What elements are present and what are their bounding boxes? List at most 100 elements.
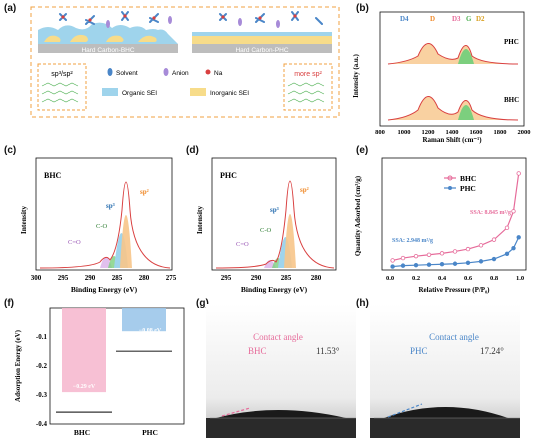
e-point-phc-3	[426, 262, 432, 267]
left-substrate-title: Hard Carbon-BHC	[81, 47, 134, 54]
d-xtick-295: 295	[221, 274, 232, 282]
e-point-bhc-3	[426, 252, 432, 257]
right-substrate-title: Hard Carbon-PHC	[235, 47, 288, 54]
d-sample: PHC	[220, 171, 237, 180]
b-peak-d4: D4	[400, 15, 409, 23]
e-xtick-0: 0.0	[386, 275, 394, 282]
b-peak-d2: D2	[476, 15, 485, 23]
b-xtick-1000: 1000	[398, 129, 411, 136]
b-peak-d: D	[430, 15, 435, 23]
e-point-phc-4	[439, 262, 445, 267]
c-peak-c-o: C-O	[96, 223, 108, 230]
c-xtick-300: 300	[31, 274, 42, 282]
f-ylabel: Adsorption Energy (eV)	[14, 329, 22, 402]
e-point-phc-1	[400, 263, 406, 268]
e-point-bhc-2	[413, 253, 419, 259]
e-xtick-4: 0.8	[490, 275, 499, 282]
e-xtick-5: 1.0	[516, 275, 524, 282]
e-point-phc-0	[390, 264, 395, 269]
b-series-top: PHC	[504, 38, 519, 46]
e-point-phc-9	[504, 251, 510, 257]
d-xlabel: Binding Energy (eV)	[241, 285, 308, 294]
e-legend-phc: PHC	[460, 184, 476, 193]
legend-na: Na	[214, 70, 223, 77]
e-xtick-3: 0.6	[464, 275, 473, 282]
c-xlabel: Binding Energy (eV)	[71, 285, 138, 294]
e-point-bhc-4	[439, 251, 445, 256]
panel-c-xps-chart: Intensity BHC C=O C-O sp³ sp² 300 295 29…	[19, 157, 177, 294]
panel-d-label: (d)	[186, 145, 199, 156]
right-inset-label: more sp²	[294, 71, 322, 78]
e-point-bhc-6	[465, 246, 471, 252]
panel-a-schematic: Hard Carbon-BHC Hard Carbon-PHC sp³/sp² …	[30, 6, 340, 118]
e-xtick-1: 0.2	[412, 275, 420, 282]
c-peak-sp2: sp²	[140, 188, 149, 196]
f-cat-phc: PHC	[142, 428, 158, 437]
panel-f-adsorption-chart: Adsorption Energy (eV) -0.1 -0.2 -0.3 -0…	[14, 307, 185, 437]
d-peak-co: C=O	[236, 241, 249, 248]
c-xtick-275: 275	[166, 274, 177, 282]
e-point-bhc-11	[516, 171, 521, 176]
e-ylabel: Quantity Adsorbed (cm³/g)	[354, 175, 362, 256]
b-xtick-800: 800	[375, 129, 385, 136]
panel-e-label: (e)	[356, 145, 369, 156]
b-xtick-1200: 1200	[422, 129, 435, 136]
e-series-group	[390, 171, 521, 269]
g-sample: BHC	[248, 346, 267, 356]
e-point-bhc-8	[491, 237, 497, 242]
e-point-phc-8	[491, 256, 497, 262]
c-xtick-280: 280	[139, 274, 150, 282]
e-point-bhc-1	[400, 255, 406, 261]
e-ssa-phc: SSA: 2.948 m²/g	[392, 238, 433, 244]
b-xtick-1800: 1800	[494, 129, 507, 136]
e-point-bhc-9	[504, 225, 510, 231]
f-cat-bhc: BHC	[74, 428, 90, 437]
c-xtick-295: 295	[58, 274, 69, 282]
e-point-bhc-10	[511, 209, 516, 214]
b-ylabel: Intensity (a.u.)	[352, 53, 360, 97]
e-point-phc-5	[452, 261, 458, 266]
c-xtick-290: 290	[85, 274, 96, 282]
legend-inorganic-sei: Inorganic SEI	[210, 90, 249, 97]
f-bars-group	[56, 308, 172, 413]
h-sample: PHC	[410, 346, 428, 356]
f-phc-value-label: −0.08 eV	[139, 328, 162, 334]
f-ytick-04: -0.4	[36, 420, 48, 428]
d-xtick-280: 280	[311, 274, 322, 282]
h-title: Contact angle	[429, 332, 479, 342]
panel-g-label: (g)	[196, 298, 209, 309]
e-xlabel: Relative Pressure (P/P₀)	[418, 286, 490, 294]
d-xtick-290: 290	[251, 274, 262, 282]
panel-h-label: (h)	[356, 298, 369, 309]
b-xtick-1600: 1600	[470, 129, 483, 136]
e-ssa-bhc: SSA: 8.845 m²/g	[470, 210, 511, 216]
f-bar-bhc	[62, 308, 106, 393]
panel-d-xps-chart: Intensity PHC C=O C-O sp³ sp² 295 290 28…	[195, 157, 337, 294]
e-point-phc-11	[516, 235, 521, 240]
c-ylabel: Intensity	[19, 206, 28, 235]
panel-h-contact-angle: Contact angle PHC 17.24°	[370, 304, 520, 438]
c-sample: BHC	[44, 171, 62, 180]
b-xtick-1400: 1400	[446, 129, 459, 136]
g-angle: 11.53°	[316, 346, 340, 356]
panel-a-label: (a)	[4, 3, 17, 14]
d-peak-sp3: sp³	[270, 206, 279, 214]
f-bar-phc	[122, 308, 166, 332]
legend-organic-sei: Organic SEI	[122, 90, 157, 97]
h-angle: 17.24°	[480, 346, 504, 356]
left-inset-label: sp³/sp²	[51, 71, 73, 78]
d-peak-sp2: sp²	[300, 186, 309, 194]
d-peak-c-o: C-O	[260, 227, 272, 234]
e-point-bhc-5	[452, 249, 458, 254]
e-legend-bhc: BHC	[460, 174, 476, 183]
e-xtick-2: 0.4	[438, 275, 447, 282]
b-xtick-2000: 2000	[518, 129, 531, 136]
e-point-phc-6	[465, 260, 471, 265]
f-bhc-value-label: −0.29 eV	[73, 384, 96, 390]
e-series-line-bhc	[392, 173, 520, 262]
panel-e-isotherm-chart: Quantity Adsorbed (cm³/g) BHC PHC SSA: 8…	[354, 157, 527, 294]
panel-b-raman-chart: Intensity (a.u.) D4 D D3 G D2 PHC BHC 80…	[352, 11, 531, 144]
c-peak-co: C=O	[68, 239, 81, 246]
b-peak-d3: D3	[452, 15, 461, 23]
e-point-phc-7	[478, 259, 484, 264]
